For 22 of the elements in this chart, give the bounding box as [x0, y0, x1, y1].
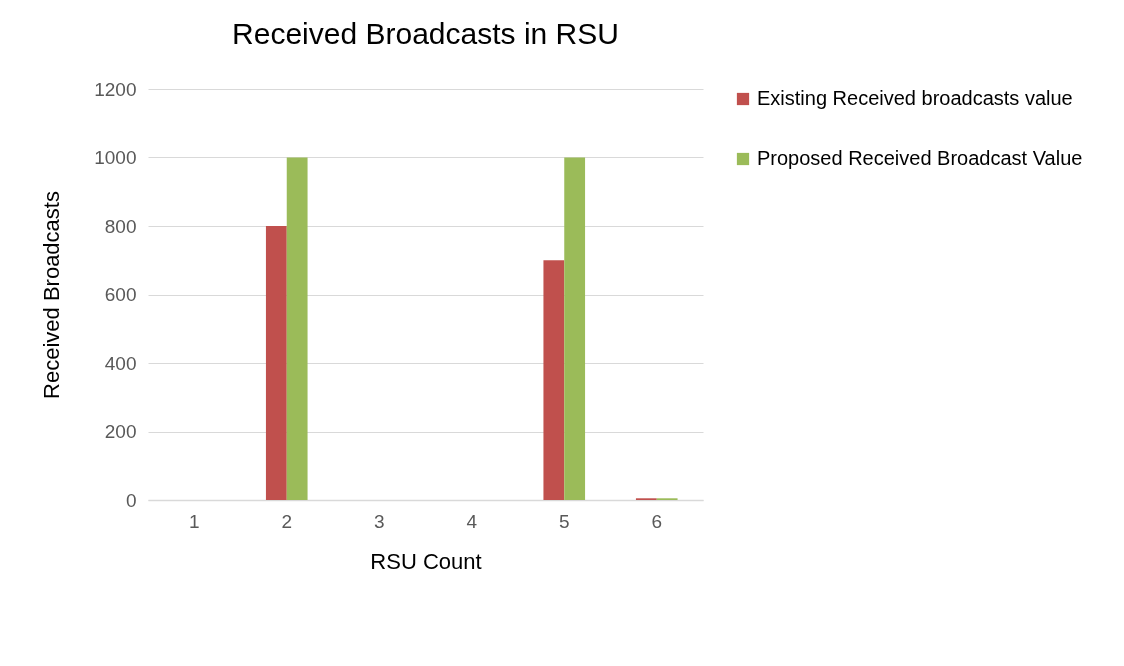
x-tick-label: 6: [651, 510, 663, 532]
x-tick-label: 3: [373, 510, 385, 532]
y-axis-title: Received Broadcasts: [39, 191, 65, 399]
chart-title: Received Broadcasts in RSU: [232, 17, 619, 50]
x-tick-label: 1: [188, 510, 200, 532]
y-tick-label: 200: [104, 421, 137, 442]
x-tick-label: 5: [558, 510, 570, 532]
x-tick-label: 4: [466, 510, 478, 532]
y-tick-label: 600: [104, 284, 137, 305]
y-tick-label: 1000: [94, 147, 137, 168]
y-tick-label: 400: [104, 352, 137, 374]
y-tick-label: 1200: [94, 78, 137, 100]
legend-label: Proposed Received Broadcast Value: [757, 147, 1083, 169]
bar: [543, 260, 565, 500]
bar: [564, 157, 586, 500]
bar: [286, 157, 308, 500]
x-axis-title: RSU Count: [370, 548, 482, 574]
y-tick-label: 0: [125, 489, 137, 511]
legend-label: Existing Received broadcasts value: [757, 87, 1073, 109]
x-tick-label: 2: [281, 510, 293, 532]
y-tick-label: 800: [104, 215, 137, 237]
bar: [265, 226, 287, 500]
